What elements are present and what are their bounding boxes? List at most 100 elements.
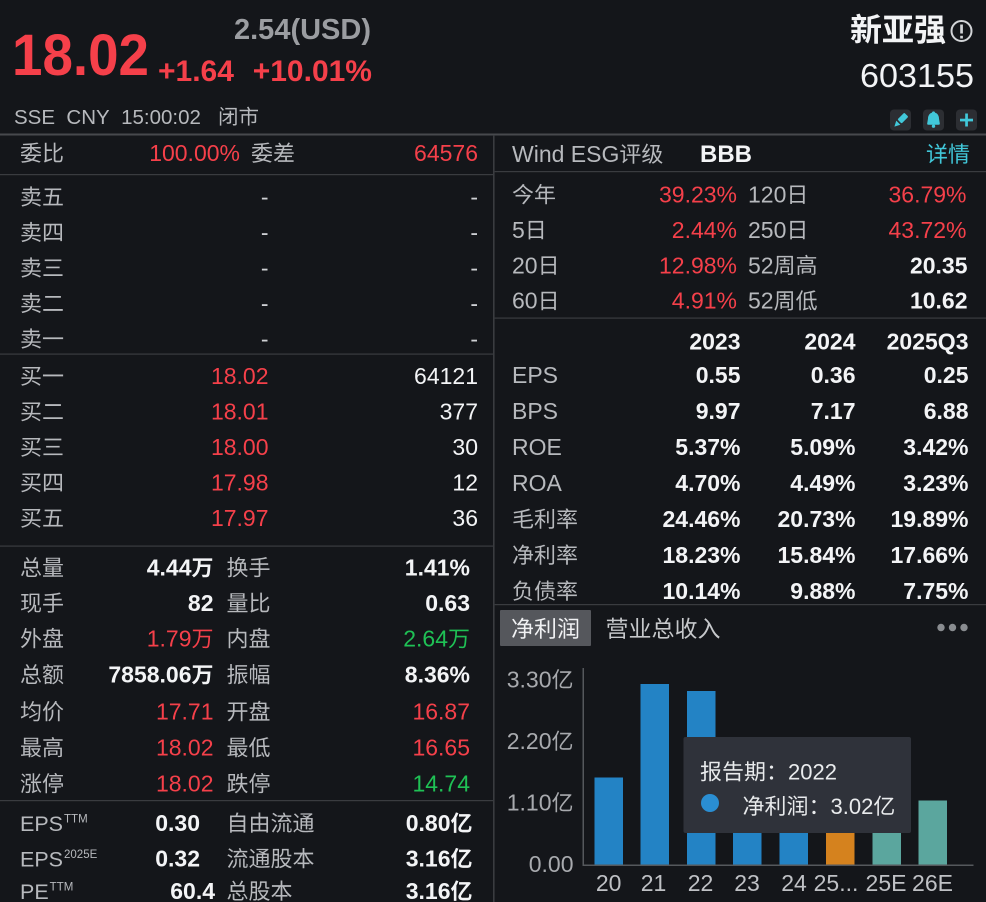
- svg-text:0.36: 0.36: [811, 362, 856, 388]
- svg-text:18.23%: 18.23%: [662, 542, 740, 568]
- svg-text:3.42%: 3.42%: [903, 434, 968, 460]
- svg-text:18.02: 18.02: [156, 735, 214, 761]
- svg-text:5.37%: 5.37%: [675, 434, 740, 460]
- svg-text:17.98: 17.98: [211, 470, 269, 496]
- svg-text:-: -: [470, 184, 478, 210]
- svg-text:1.10: 1.10: [507, 790, 552, 816]
- svg-text:36.79%: 36.79%: [888, 182, 966, 208]
- svg-text:+1.64: +1.64: [158, 55, 234, 88]
- svg-text:18.01: 18.01: [211, 399, 269, 425]
- svg-text:4.91%: 4.91%: [672, 288, 737, 314]
- svg-text:14.74: 14.74: [412, 771, 470, 797]
- svg-text:25...: 25...: [814, 870, 859, 896]
- svg-text:+10.01%: +10.01%: [253, 55, 372, 88]
- svg-text:60: 60: [512, 288, 538, 314]
- svg-text:0.30: 0.30: [155, 810, 200, 836]
- svg-text:18.02: 18.02: [156, 771, 214, 797]
- svg-text:-: -: [470, 326, 478, 352]
- svg-text:TTM: TTM: [50, 882, 74, 894]
- svg-text:3.23%: 3.23%: [903, 470, 968, 496]
- svg-text:PE: PE: [20, 880, 49, 902]
- svg-text:3.16: 3.16: [406, 846, 451, 872]
- svg-text:18.00: 18.00: [211, 434, 269, 460]
- svg-text:-: -: [470, 219, 478, 245]
- svg-text:2.54(USD): 2.54(USD): [234, 14, 371, 46]
- svg-text:2023: 2023: [689, 329, 740, 355]
- svg-text:0.32: 0.32: [155, 846, 200, 872]
- svg-text:7.75%: 7.75%: [903, 578, 968, 604]
- svg-text:18.02: 18.02: [12, 23, 149, 88]
- svg-text:-: -: [470, 255, 478, 281]
- svg-text:Wind ESG: Wind ESG: [512, 141, 619, 167]
- svg-text:36: 36: [452, 505, 478, 531]
- svg-text:18.02: 18.02: [211, 363, 269, 389]
- svg-text:8.36%: 8.36%: [405, 662, 470, 688]
- svg-text:39.23%: 39.23%: [659, 182, 737, 208]
- svg-text:20.35: 20.35: [910, 252, 968, 278]
- svg-text:-: -: [261, 219, 269, 245]
- svg-text:15.84%: 15.84%: [777, 542, 855, 568]
- svg-text:19.89%: 19.89%: [890, 506, 968, 532]
- svg-text:ROA: ROA: [512, 470, 563, 496]
- svg-text:2.64: 2.64: [403, 626, 448, 652]
- svg-text:20: 20: [512, 252, 538, 278]
- svg-text:17.97: 17.97: [211, 505, 269, 531]
- svg-text:9.88%: 9.88%: [790, 578, 855, 604]
- svg-text:0.25: 0.25: [924, 362, 969, 388]
- svg-text:52: 52: [748, 288, 774, 314]
- svg-text:EPS: EPS: [20, 812, 63, 836]
- svg-text:100.00%: 100.00%: [149, 140, 240, 166]
- svg-text:2025Q3: 2025Q3: [887, 329, 969, 355]
- svg-text:17.66%: 17.66%: [890, 542, 968, 568]
- svg-text:SSE CNY 15:00:02: SSE CNY 15:00:02: [14, 106, 201, 129]
- svg-text:23: 23: [734, 870, 760, 896]
- svg-text:25E: 25E: [866, 870, 907, 896]
- svg-text:20: 20: [596, 870, 622, 896]
- svg-text:12: 12: [452, 470, 478, 496]
- svg-text:10.14%: 10.14%: [662, 578, 740, 604]
- svg-text:-: -: [261, 326, 269, 352]
- svg-text:ROE: ROE: [512, 434, 562, 460]
- svg-text:377: 377: [440, 399, 478, 425]
- svg-text:-: -: [261, 184, 269, 210]
- svg-text:-: -: [261, 290, 269, 316]
- svg-text:7858.06: 7858.06: [108, 662, 191, 688]
- svg-text:5.09%: 5.09%: [790, 434, 855, 460]
- svg-text:120: 120: [748, 182, 786, 208]
- svg-text:16.87: 16.87: [412, 699, 470, 725]
- svg-text:64121: 64121: [414, 363, 478, 389]
- svg-text:0.00: 0.00: [529, 851, 574, 877]
- svg-text:EPS: EPS: [512, 362, 558, 388]
- svg-text:1.41%: 1.41%: [405, 555, 470, 581]
- svg-text:BBB: BBB: [700, 141, 752, 168]
- svg-text:4.49%: 4.49%: [790, 470, 855, 496]
- svg-text:4.44: 4.44: [147, 555, 192, 581]
- svg-text:60.4: 60.4: [170, 878, 215, 902]
- svg-text:7.17: 7.17: [811, 398, 856, 424]
- svg-text:250: 250: [748, 217, 786, 243]
- svg-text:52: 52: [748, 252, 774, 278]
- svg-text:30: 30: [452, 434, 478, 460]
- svg-text:82: 82: [188, 590, 214, 616]
- svg-text:12.98%: 12.98%: [659, 252, 737, 278]
- svg-text:43.72%: 43.72%: [888, 217, 966, 243]
- svg-text:2025E: 2025E: [64, 849, 98, 861]
- svg-text:3.02: 3.02: [831, 794, 874, 819]
- svg-text:17.71: 17.71: [156, 699, 214, 725]
- svg-text:16.65: 16.65: [412, 735, 470, 761]
- svg-text:2.44%: 2.44%: [672, 217, 737, 243]
- svg-text:TTM: TTM: [64, 814, 88, 826]
- svg-text:64576: 64576: [414, 140, 478, 166]
- svg-text:-: -: [261, 255, 269, 281]
- svg-text:20.73%: 20.73%: [777, 506, 855, 532]
- svg-text:3.30: 3.30: [507, 667, 552, 693]
- svg-text:24: 24: [781, 870, 807, 896]
- svg-text:3.16: 3.16: [406, 878, 451, 902]
- svg-text:2.20: 2.20: [507, 728, 552, 754]
- svg-text:4.70%: 4.70%: [675, 470, 740, 496]
- svg-text:0.63: 0.63: [425, 590, 470, 616]
- svg-text:24.46%: 24.46%: [662, 506, 740, 532]
- svg-text:EPS: EPS: [20, 848, 63, 872]
- svg-text:21: 21: [641, 870, 667, 896]
- svg-text:10.62: 10.62: [910, 288, 968, 314]
